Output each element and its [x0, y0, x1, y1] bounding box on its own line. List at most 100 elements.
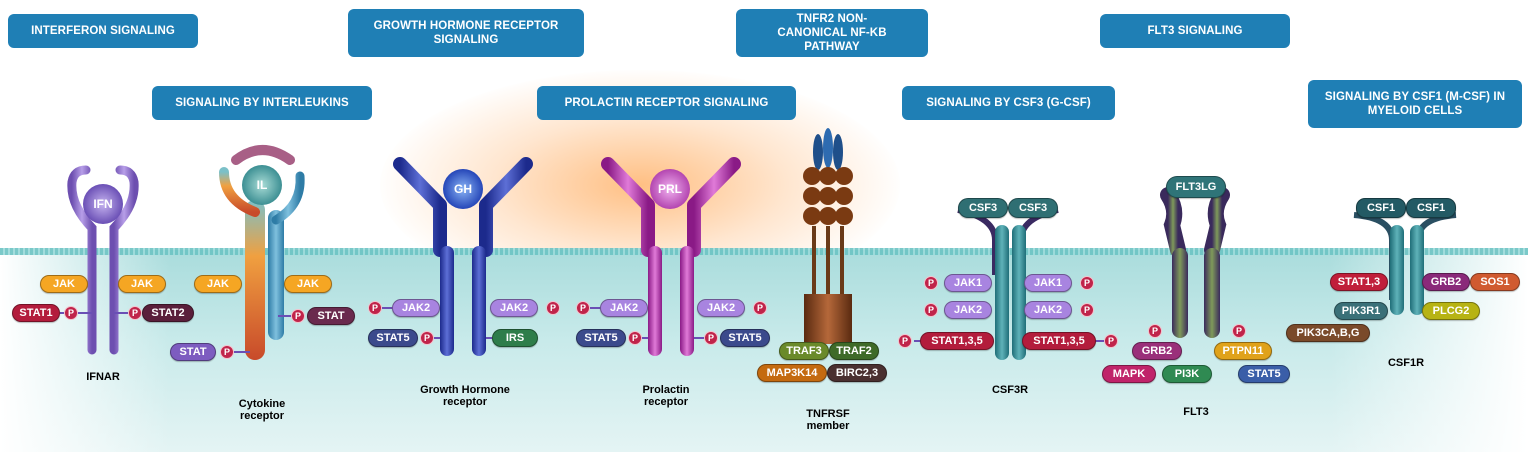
prl-caption-line2: receptor [643, 396, 689, 408]
csf3r-jak2-left: JAK2 [944, 301, 992, 319]
growth-hormone-receptor [393, 157, 533, 356]
flt3-phospho-left: P [1148, 324, 1162, 338]
gh-jak2-left: JAK2 [392, 299, 440, 317]
cytokine-caption-line1: Cytokine [238, 398, 286, 410]
tnfrsf-map3k14: MAP3K14 [757, 364, 827, 382]
ifnar-phospho-right: P [128, 306, 142, 320]
flt3-grb2: GRB2 [1132, 342, 1182, 360]
gh-caption-line1: Growth Hormone [420, 384, 510, 396]
tnfrsf-caption: TNFRSF member [790, 408, 866, 432]
flt3-caption: FLT3 [1183, 406, 1209, 418]
csf3r-caption: CSF3R [991, 384, 1029, 396]
csf1r-receptor [1353, 212, 1457, 315]
ifnar-stat1: STAT1 [12, 304, 60, 322]
csf3r-phospho-jak2-left: P [924, 303, 938, 317]
gh-ligand-shape [443, 169, 483, 209]
prl-jak2-right: JAK2 [697, 299, 745, 317]
banner-interferon-signaling[interactable]: INTERFERON SIGNALING [8, 14, 198, 48]
csf1r-grb2: GRB2 [1422, 273, 1470, 291]
prl-phospho-stat-left: P [628, 331, 642, 345]
gh-irs: IRS [492, 329, 538, 347]
ifnar-receptor [67, 165, 139, 355]
cytokine-caption: Cytokine receptor [222, 398, 302, 422]
ifnar-jak-left: JAK [40, 275, 88, 293]
tnfrsf-traf2: TRAF2 [829, 342, 879, 360]
cytokine-caption-line2: receptor [239, 410, 285, 422]
flt3-pi3k: PI3K [1162, 365, 1212, 383]
csf3r-stat-left: STAT1,3,5 [920, 332, 994, 350]
gh-caption-line2: receptor [442, 396, 488, 408]
banner-signaling-by-csf1[interactable]: SIGNALING BY CSF1 (M-CSF) IN MYELOID CEL… [1308, 80, 1522, 128]
flt3-receptor [1160, 187, 1230, 338]
prl-phospho-stat-right: P [704, 331, 718, 345]
cytokine-stat-left: STAT [170, 343, 216, 361]
csf1-ligand-left: CSF1 [1356, 198, 1406, 218]
csf3r-jak1-right: JAK1 [1024, 274, 1072, 292]
flt3-ptpn11: PTPN11 [1214, 342, 1272, 360]
tnfrsf-birc: BIRC2,3 [827, 364, 887, 382]
ifnar-caption: IFNAR [86, 371, 120, 383]
gh-phospho-jak-left: P [368, 301, 382, 315]
cytokine-jak-left: JAK [194, 275, 242, 293]
gh-stat5: STAT5 [368, 329, 418, 347]
csf1r-sos1: SOS1 [1470, 273, 1520, 291]
banner-signaling-by-interleukins[interactable]: SIGNALING BY INTERLEUKINS [152, 86, 372, 120]
tnfrsf-traf3: TRAF3 [779, 342, 829, 360]
banner-tnfr2-non-canonical-nfkb[interactable]: TNFR2 NON-CANONICAL NF-KB PATHWAY [736, 9, 928, 57]
csf1-ligand-right: CSF1 [1406, 198, 1456, 218]
prl-stat5-left: STAT5 [576, 329, 626, 347]
flt3-stat5: STAT5 [1238, 365, 1290, 383]
csf3r-jak2-right: JAK2 [1024, 301, 1072, 319]
prl-phospho-jak-right: P [753, 301, 767, 315]
prl-stat5-right: STAT5 [720, 329, 770, 347]
gh-phospho-jak-right: P [546, 301, 560, 315]
flt3-mapk: MAPK [1102, 365, 1156, 383]
ifn-ligand-label: IFN [93, 197, 113, 211]
gh-caption: Growth Hormone receptor [400, 384, 530, 408]
csf3r-stat-right: STAT1,3,5 [1022, 332, 1096, 350]
cytokine-stat-right: STAT [307, 307, 355, 325]
banner-prolactin-receptor-signaling[interactable]: PROLACTIN RECEPTOR SIGNALING [537, 86, 796, 120]
il-ligand-shape [242, 165, 282, 205]
ifnar-jak-right: JAK [118, 275, 166, 293]
il-ligand-label: IL [256, 178, 268, 192]
tnfrsf-receptor [803, 128, 853, 344]
gh-jak2-right: JAK2 [490, 299, 538, 317]
cytokine-phospho-right: P [291, 309, 305, 323]
gh-ligand-label: GH [454, 182, 472, 196]
csf3r-phospho-stat-left: P [898, 334, 912, 348]
csf1r-plcg2: PLCG2 [1422, 302, 1480, 320]
ifnar-stat2: STAT2 [142, 304, 194, 322]
cytokine-receptor [219, 145, 305, 360]
banner-flt3-signaling[interactable]: FLT3 SIGNALING [1100, 14, 1290, 48]
prl-ligand-label: PRL [658, 182, 682, 196]
prl-caption-line1: Prolactin [642, 384, 690, 396]
csf1r-caption: CSF1R [1387, 357, 1425, 369]
csf3r-phospho-jak2-right: P [1080, 303, 1094, 317]
tnfrsf-caption-line1: TNFRSF [806, 408, 850, 420]
prl-caption: Prolactin receptor [616, 384, 716, 408]
csf1r-stat13: STAT1,3 [1330, 273, 1388, 291]
tnfrsf-caption-line2: member [806, 420, 850, 432]
cell-membrane [0, 248, 1528, 255]
prl-jak2-left: JAK2 [600, 299, 648, 317]
flt3-phospho-right: P [1232, 324, 1246, 338]
flt3lg-ligand: FLT3LG [1166, 176, 1226, 198]
prl-ligand-shape [650, 169, 690, 209]
banner-growth-hormone-receptor-signaling[interactable]: GROWTH HORMONE RECEPTOR SIGNALING [348, 9, 584, 57]
csf3r-phospho-jak1-left: P [924, 276, 938, 290]
csf3r-jak1-left: JAK1 [944, 274, 992, 292]
csf3-ligand-left: CSF3 [958, 198, 1008, 218]
cytokine-phospho-left: P [220, 345, 234, 359]
gh-phospho-stat: P [420, 331, 434, 345]
ifnar-phospho-left: P [64, 306, 78, 320]
csf1r-pik3r1: PIK3R1 [1334, 302, 1388, 320]
csf3-ligand-right: CSF3 [1008, 198, 1058, 218]
prl-phospho-jak-left: P [576, 301, 590, 315]
banner-signaling-by-csf3[interactable]: SIGNALING BY CSF3 (G-CSF) [902, 86, 1115, 120]
csf1r-pik3ca: PIK3CA,B,G [1286, 324, 1370, 342]
csf3r-phospho-jak1-right: P [1080, 276, 1094, 290]
prolactin-receptor [601, 157, 741, 356]
